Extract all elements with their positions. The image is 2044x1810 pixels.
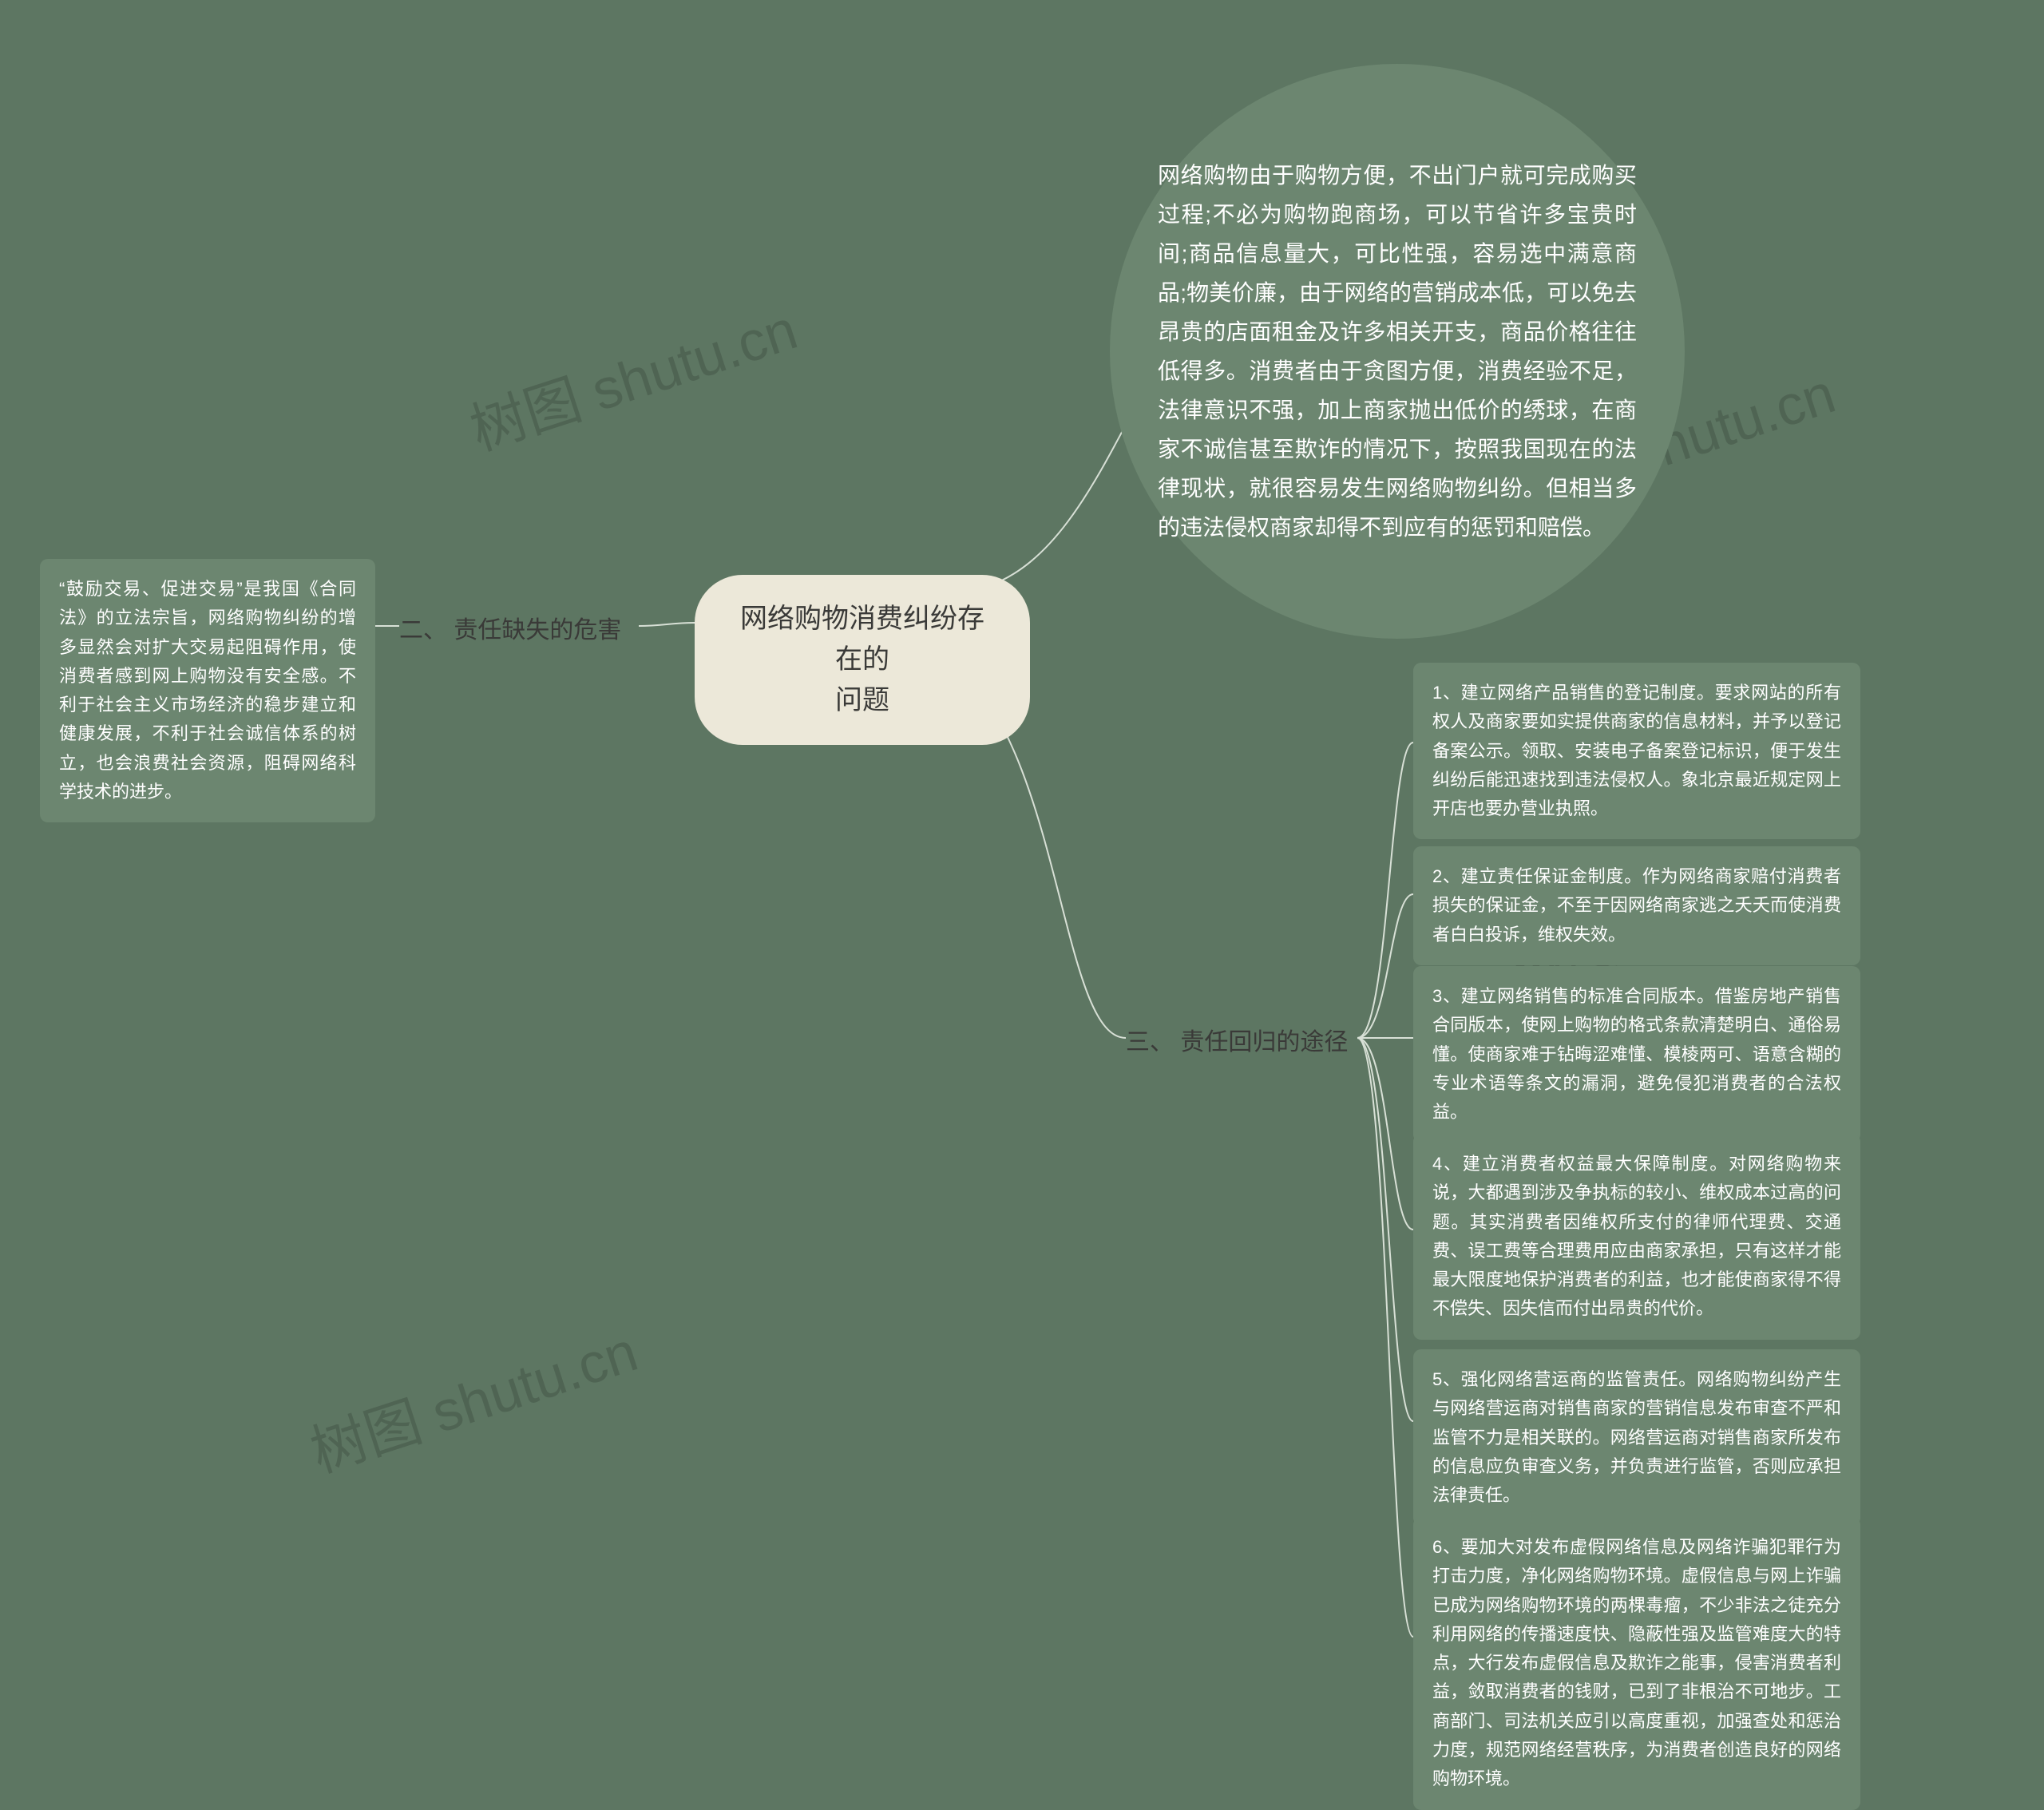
edge-branch-right-to-leaf-2 <box>1357 894 1413 1038</box>
leaf-node-section-2-detail[interactable]: “鼓励交易、促进交易”是我国《合同法》的立法宗旨，网络购物纠纷的增多显然会对扩大… <box>40 559 375 822</box>
leaf-node-section-3-item-3[interactable]: 3、建立网络销售的标准合同版本。借鉴房地产销售合同版本，使网上购物的格式条款清楚… <box>1413 966 1860 1143</box>
bubble-text: 网络购物由于购物方便，不出门户就可完成购买过程;不必为购物跑商场，可以节省许多宝… <box>1158 156 1637 547</box>
root-title-line2: 问题 <box>730 680 995 721</box>
edge-branch-right-to-leaf-6 <box>1357 1038 1413 1637</box>
branch-node-section-3[interactable]: 三、 责任回归的途径 <box>1126 1022 1348 1057</box>
branch-node-section-2[interactable]: 二、 责任缺失的危害 <box>399 610 621 645</box>
edge-branch-right-to-leaf-4 <box>1357 1038 1413 1230</box>
root-title-line1: 网络购物消费纠纷存在的 <box>730 599 995 680</box>
leaf-node-section-3-item-4[interactable]: 4、建立消费者权益最大保障制度。对网络购物来说，大都遇到涉及争执标的较小、维权成… <box>1413 1134 1860 1340</box>
edge-center-to-branch-left <box>639 623 695 626</box>
leaf-node-section-3-item-2[interactable]: 2、建立责任保证金制度。作为网络商家赔付消费者损失的保证金，不至于因网络商家逃之… <box>1413 846 1860 965</box>
leaf-node-section-3-item-1[interactable]: 1、建立网络产品销售的登记制度。要求网站的所有权人及商家要如实提供商家的信息材料… <box>1413 663 1860 839</box>
watermark: 树图 shutu.cn <box>299 1307 647 1488</box>
edge-branch-right-to-leaf-1 <box>1357 743 1413 1038</box>
leaf-node-section-3-item-6[interactable]: 6、要加大对发布虚假网络信息及网络诈骗犯罪行为打击力度，净化网络购物环境。虚假信… <box>1413 1517 1860 1810</box>
edge-branch-right-to-leaf-5 <box>1357 1038 1413 1421</box>
mindmap-root-node[interactable]: 网络购物消费纠纷存在的 问题 <box>695 575 1030 745</box>
watermark: 树图 shutu.cn <box>459 285 806 466</box>
bubble-node-section-1[interactable]: 网络购物由于购物方便，不出门户就可完成购买过程;不必为购物跑商场，可以节省许多宝… <box>1110 64 1685 639</box>
leaf-node-section-3-item-5[interactable]: 5、强化网络营运商的监管责任。网络购物纠纷产生与网络营运商对销售商家的营销信息发… <box>1413 1349 1860 1526</box>
